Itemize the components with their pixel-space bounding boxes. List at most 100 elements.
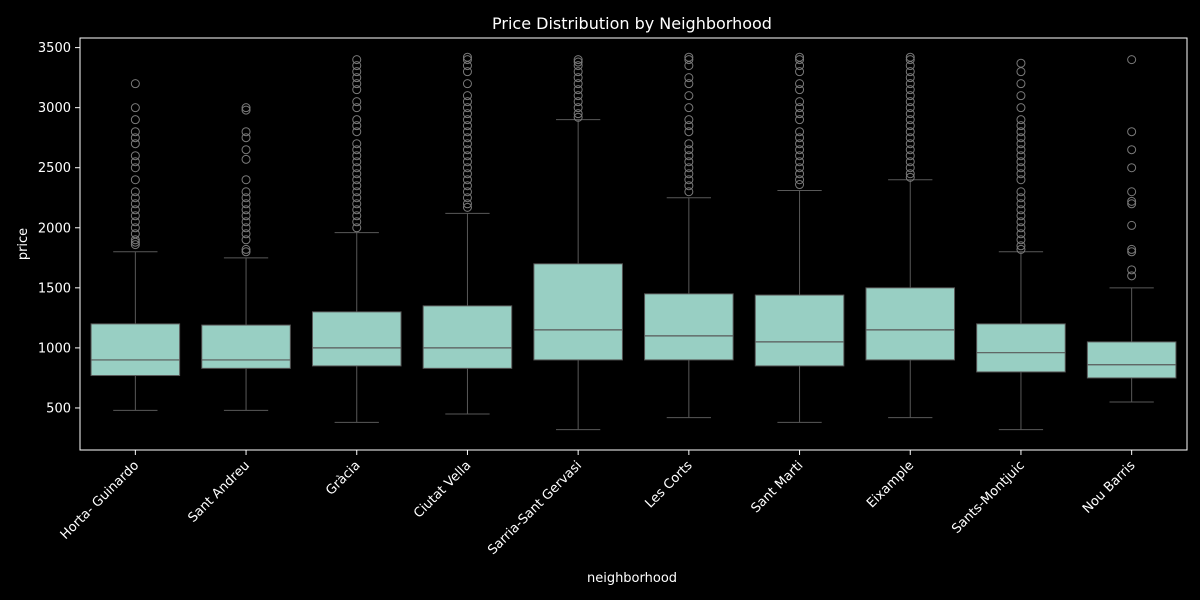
outlier-point bbox=[130, 115, 140, 125]
box-group bbox=[754, 52, 845, 423]
outlier-point bbox=[1016, 205, 1026, 215]
outlier-point bbox=[241, 103, 251, 113]
outlier-point bbox=[1016, 151, 1026, 161]
outlier-point bbox=[241, 145, 251, 155]
x-tick-label: Sants-Montjuic bbox=[949, 458, 1028, 537]
outlier-point bbox=[905, 157, 915, 167]
box-group bbox=[865, 52, 956, 419]
outlier-point bbox=[684, 151, 694, 161]
y-tick-label: 3500 bbox=[38, 41, 71, 56]
outlier-point bbox=[352, 175, 362, 185]
outlier-point bbox=[684, 73, 694, 83]
box-group bbox=[90, 79, 181, 411]
outlier-point bbox=[462, 79, 472, 89]
x-tick-label: Les Corts bbox=[643, 458, 696, 511]
outlier-point bbox=[684, 103, 694, 113]
outlier-point bbox=[130, 223, 140, 233]
outlier-point bbox=[1016, 79, 1026, 89]
outlier-point bbox=[795, 175, 805, 185]
outlier-point bbox=[905, 109, 915, 119]
outlier-point bbox=[462, 163, 472, 173]
outlier-point bbox=[1127, 220, 1137, 230]
outlier-point bbox=[1127, 55, 1137, 65]
outlier-point bbox=[1016, 229, 1026, 239]
outlier-point bbox=[130, 205, 140, 215]
outlier-point bbox=[1016, 235, 1026, 245]
x-tick-label: Sant Andreu bbox=[185, 458, 252, 525]
outlier-point bbox=[1016, 121, 1026, 131]
outlier-point bbox=[462, 115, 472, 125]
outlier-point bbox=[795, 109, 805, 119]
outlier-point bbox=[241, 247, 251, 257]
outlier-point bbox=[352, 79, 362, 89]
outlier-point bbox=[130, 193, 140, 203]
outlier-point bbox=[905, 79, 915, 89]
outlier-point bbox=[1016, 157, 1026, 167]
outlier-point bbox=[1127, 145, 1137, 155]
outlier-point bbox=[130, 127, 140, 137]
outlier-point bbox=[462, 181, 472, 191]
outlier-point bbox=[795, 157, 805, 167]
outlier-point bbox=[352, 61, 362, 71]
x-tick-label: Sant Marti bbox=[748, 458, 806, 516]
outlier-point bbox=[462, 91, 472, 101]
outlier-point bbox=[573, 79, 583, 89]
outlier-point bbox=[352, 97, 362, 107]
outlier-point bbox=[352, 163, 362, 173]
x-tick-label: Eixample bbox=[864, 458, 917, 511]
outlier-point bbox=[1127, 199, 1137, 209]
x-axis: Horta- Guinardo Sant Andreu Gràcia Ciutat V… bbox=[58, 450, 1139, 558]
outlier-point bbox=[241, 235, 251, 245]
outlier-point bbox=[241, 193, 251, 203]
y-tick-label: 1000 bbox=[38, 341, 71, 356]
y-tick-label: 2000 bbox=[38, 221, 71, 236]
outlier-point bbox=[795, 85, 805, 95]
y-axis-label: price bbox=[16, 228, 31, 260]
outlier-point bbox=[795, 115, 805, 125]
outlier-point bbox=[1016, 223, 1026, 233]
outlier-point bbox=[1016, 67, 1026, 77]
outlier-point bbox=[241, 105, 251, 115]
outlier-point bbox=[905, 145, 915, 155]
x-tick-label: Nou Barris bbox=[1080, 458, 1139, 517]
outlier-point bbox=[905, 151, 915, 161]
outlier-point bbox=[1016, 115, 1026, 125]
plot-frame bbox=[79, 37, 1188, 451]
outlier-point bbox=[573, 112, 583, 122]
box-group bbox=[422, 52, 513, 415]
outlier-point bbox=[352, 67, 362, 77]
outlier-point bbox=[905, 121, 915, 131]
outlier-point bbox=[352, 217, 362, 227]
outlier-point bbox=[795, 103, 805, 113]
outlier-point bbox=[352, 181, 362, 191]
outlier-point bbox=[241, 244, 251, 254]
outlier-point bbox=[1016, 145, 1026, 155]
box-group bbox=[976, 58, 1066, 431]
outlier-point bbox=[905, 139, 915, 149]
outlier-point bbox=[1016, 193, 1026, 203]
outlier-point bbox=[130, 133, 140, 143]
outlier-point bbox=[1016, 127, 1026, 137]
outlier-point bbox=[462, 103, 472, 113]
outlier-point bbox=[684, 187, 694, 197]
outlier-point bbox=[462, 55, 472, 65]
outlier-point bbox=[795, 97, 805, 107]
outlier-point bbox=[573, 57, 583, 67]
outlier-point bbox=[573, 97, 583, 107]
outlier-point bbox=[1016, 187, 1026, 197]
outlier-point bbox=[684, 115, 694, 125]
outlier-point bbox=[352, 127, 362, 137]
outlier-point bbox=[462, 193, 472, 203]
outlier-point bbox=[905, 67, 915, 77]
outlier-point bbox=[573, 109, 583, 119]
box-group bbox=[311, 55, 402, 423]
outlier-point bbox=[130, 139, 140, 149]
outlier-point bbox=[1016, 244, 1026, 254]
outlier-point bbox=[905, 169, 915, 179]
x-tick-label: Ciutat Vella bbox=[411, 458, 474, 521]
outlier-point bbox=[573, 85, 583, 95]
outlier-point bbox=[241, 223, 251, 233]
outlier-point bbox=[352, 193, 362, 203]
outlier-point bbox=[241, 199, 251, 209]
